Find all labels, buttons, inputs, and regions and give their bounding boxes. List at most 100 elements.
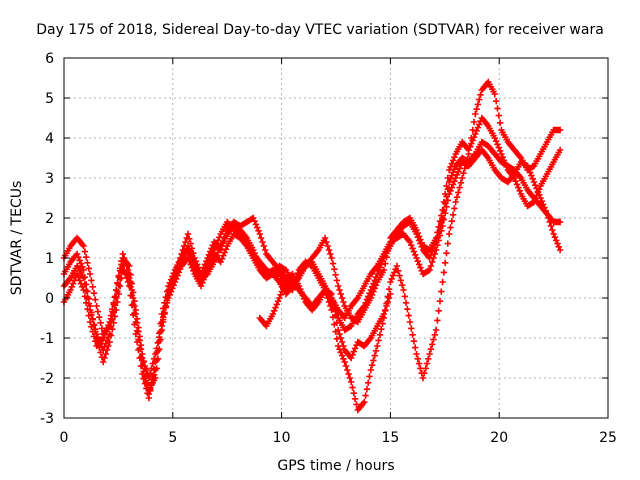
data-point-fill [451, 154, 458, 161]
data-point [80, 242, 87, 250]
data-point-fill [476, 121, 483, 128]
data-point-fill [418, 243, 425, 250]
data-point [210, 246, 218, 254]
data-point-fill [443, 182, 450, 190]
data-point-fill [337, 334, 344, 342]
plot-frame [63, 57, 609, 419]
axis-ticks: 0 5 10 15 20 25 -3 -2 -1 0 1 2 3 4 5 6 [40, 51, 617, 446]
data-point-fill [332, 271, 339, 278]
data-point-fill [366, 290, 373, 297]
data-point-fill [76, 257, 83, 264]
data-point-fill [167, 284, 175, 291]
data-point-fill [529, 175, 536, 182]
data-point-fill [85, 265, 92, 272]
data-point [367, 286, 374, 294]
data-point-fill [350, 390, 357, 397]
data-point [256, 230, 263, 238]
data-point-fill [218, 255, 226, 262]
data-point [276, 294, 283, 302]
data-point-fill [384, 298, 391, 306]
data-point-fill [447, 187, 454, 194]
y-tick-label: 6 [45, 51, 54, 67]
data-point-fill [440, 269, 448, 276]
data-point-fill [378, 326, 385, 333]
data-point-fill [297, 286, 304, 293]
data-point-fill [338, 338, 346, 346]
data-point-fill [365, 293, 372, 300]
data-point [530, 178, 538, 186]
data-point-fill [414, 355, 421, 362]
data-point-fill [443, 203, 450, 210]
data-point [406, 238, 414, 246]
data-point-fill [391, 269, 398, 276]
data-point-fill [101, 354, 108, 362]
data-point-fill [449, 157, 457, 164]
data-point-fill [336, 286, 343, 294]
data-point-fill [333, 319, 341, 326]
data-point-fill [92, 296, 99, 303]
y-tick-label: 0 [45, 291, 54, 307]
data-point-fill [385, 286, 393, 293]
data-point-fill [528, 172, 535, 179]
data-point-fill [395, 267, 402, 274]
data-point-fill [327, 250, 334, 258]
x-tick-label: 5 [168, 430, 177, 446]
data-point-fill [351, 395, 359, 402]
data-point-fill [154, 339, 162, 346]
x-axis-label: GPS time / hours [277, 458, 394, 474]
data-point-fill [273, 301, 280, 308]
data-point-fill [430, 254, 437, 262]
data-point-fill [422, 365, 429, 372]
data-point-fill [186, 235, 193, 242]
y-tick-label: 1 [45, 251, 54, 267]
data-point-fill [120, 254, 128, 262]
data-point-fill [346, 374, 354, 382]
data-point-fill [173, 271, 180, 278]
data-point-fill [443, 250, 450, 257]
data-point [100, 358, 107, 366]
data-point [145, 394, 153, 402]
data-point-fill [278, 288, 286, 295]
data-point-fill [415, 237, 423, 244]
data-point-fill [532, 182, 539, 189]
data-point-fill [329, 298, 337, 305]
data-point-fill [131, 302, 138, 310]
data-point-fill [85, 312, 92, 319]
data-point-fill [331, 305, 338, 312]
data-point [80, 286, 87, 294]
data-point-fill [434, 317, 441, 324]
data-point [459, 174, 466, 182]
data-point-fill [79, 283, 86, 290]
data-point [439, 222, 446, 230]
data-point [295, 282, 303, 290]
data-point [419, 374, 427, 382]
data-point-fill [102, 340, 109, 347]
data-point [171, 274, 179, 282]
data-point-fill [447, 224, 454, 231]
data-point-fill [409, 245, 416, 252]
data-point-fill [350, 348, 357, 355]
data-point [432, 326, 440, 334]
data-point [426, 266, 433, 274]
data-point-fill [323, 238, 330, 246]
data-point-fill [410, 248, 418, 255]
data-point-fill [366, 373, 373, 380]
data-point-fill [427, 346, 435, 353]
data-point-fill [83, 299, 90, 306]
y-tick-label: 5 [45, 91, 54, 107]
data-point-fill [324, 242, 331, 250]
data-point-fill [540, 201, 547, 208]
data-point-fill [186, 250, 193, 257]
data-point-fill [554, 240, 561, 247]
data-point-fill [203, 262, 210, 270]
data-point-fill [545, 214, 552, 222]
data-point-fill [148, 380, 155, 387]
data-point-fill [453, 171, 461, 178]
data-point [289, 282, 296, 290]
data-point-fill [349, 351, 356, 358]
data-point-fill [123, 262, 130, 270]
data-point [335, 282, 342, 290]
data-point-fill [409, 331, 416, 338]
data-point-fill [431, 250, 438, 258]
data-point-fill [371, 352, 378, 359]
